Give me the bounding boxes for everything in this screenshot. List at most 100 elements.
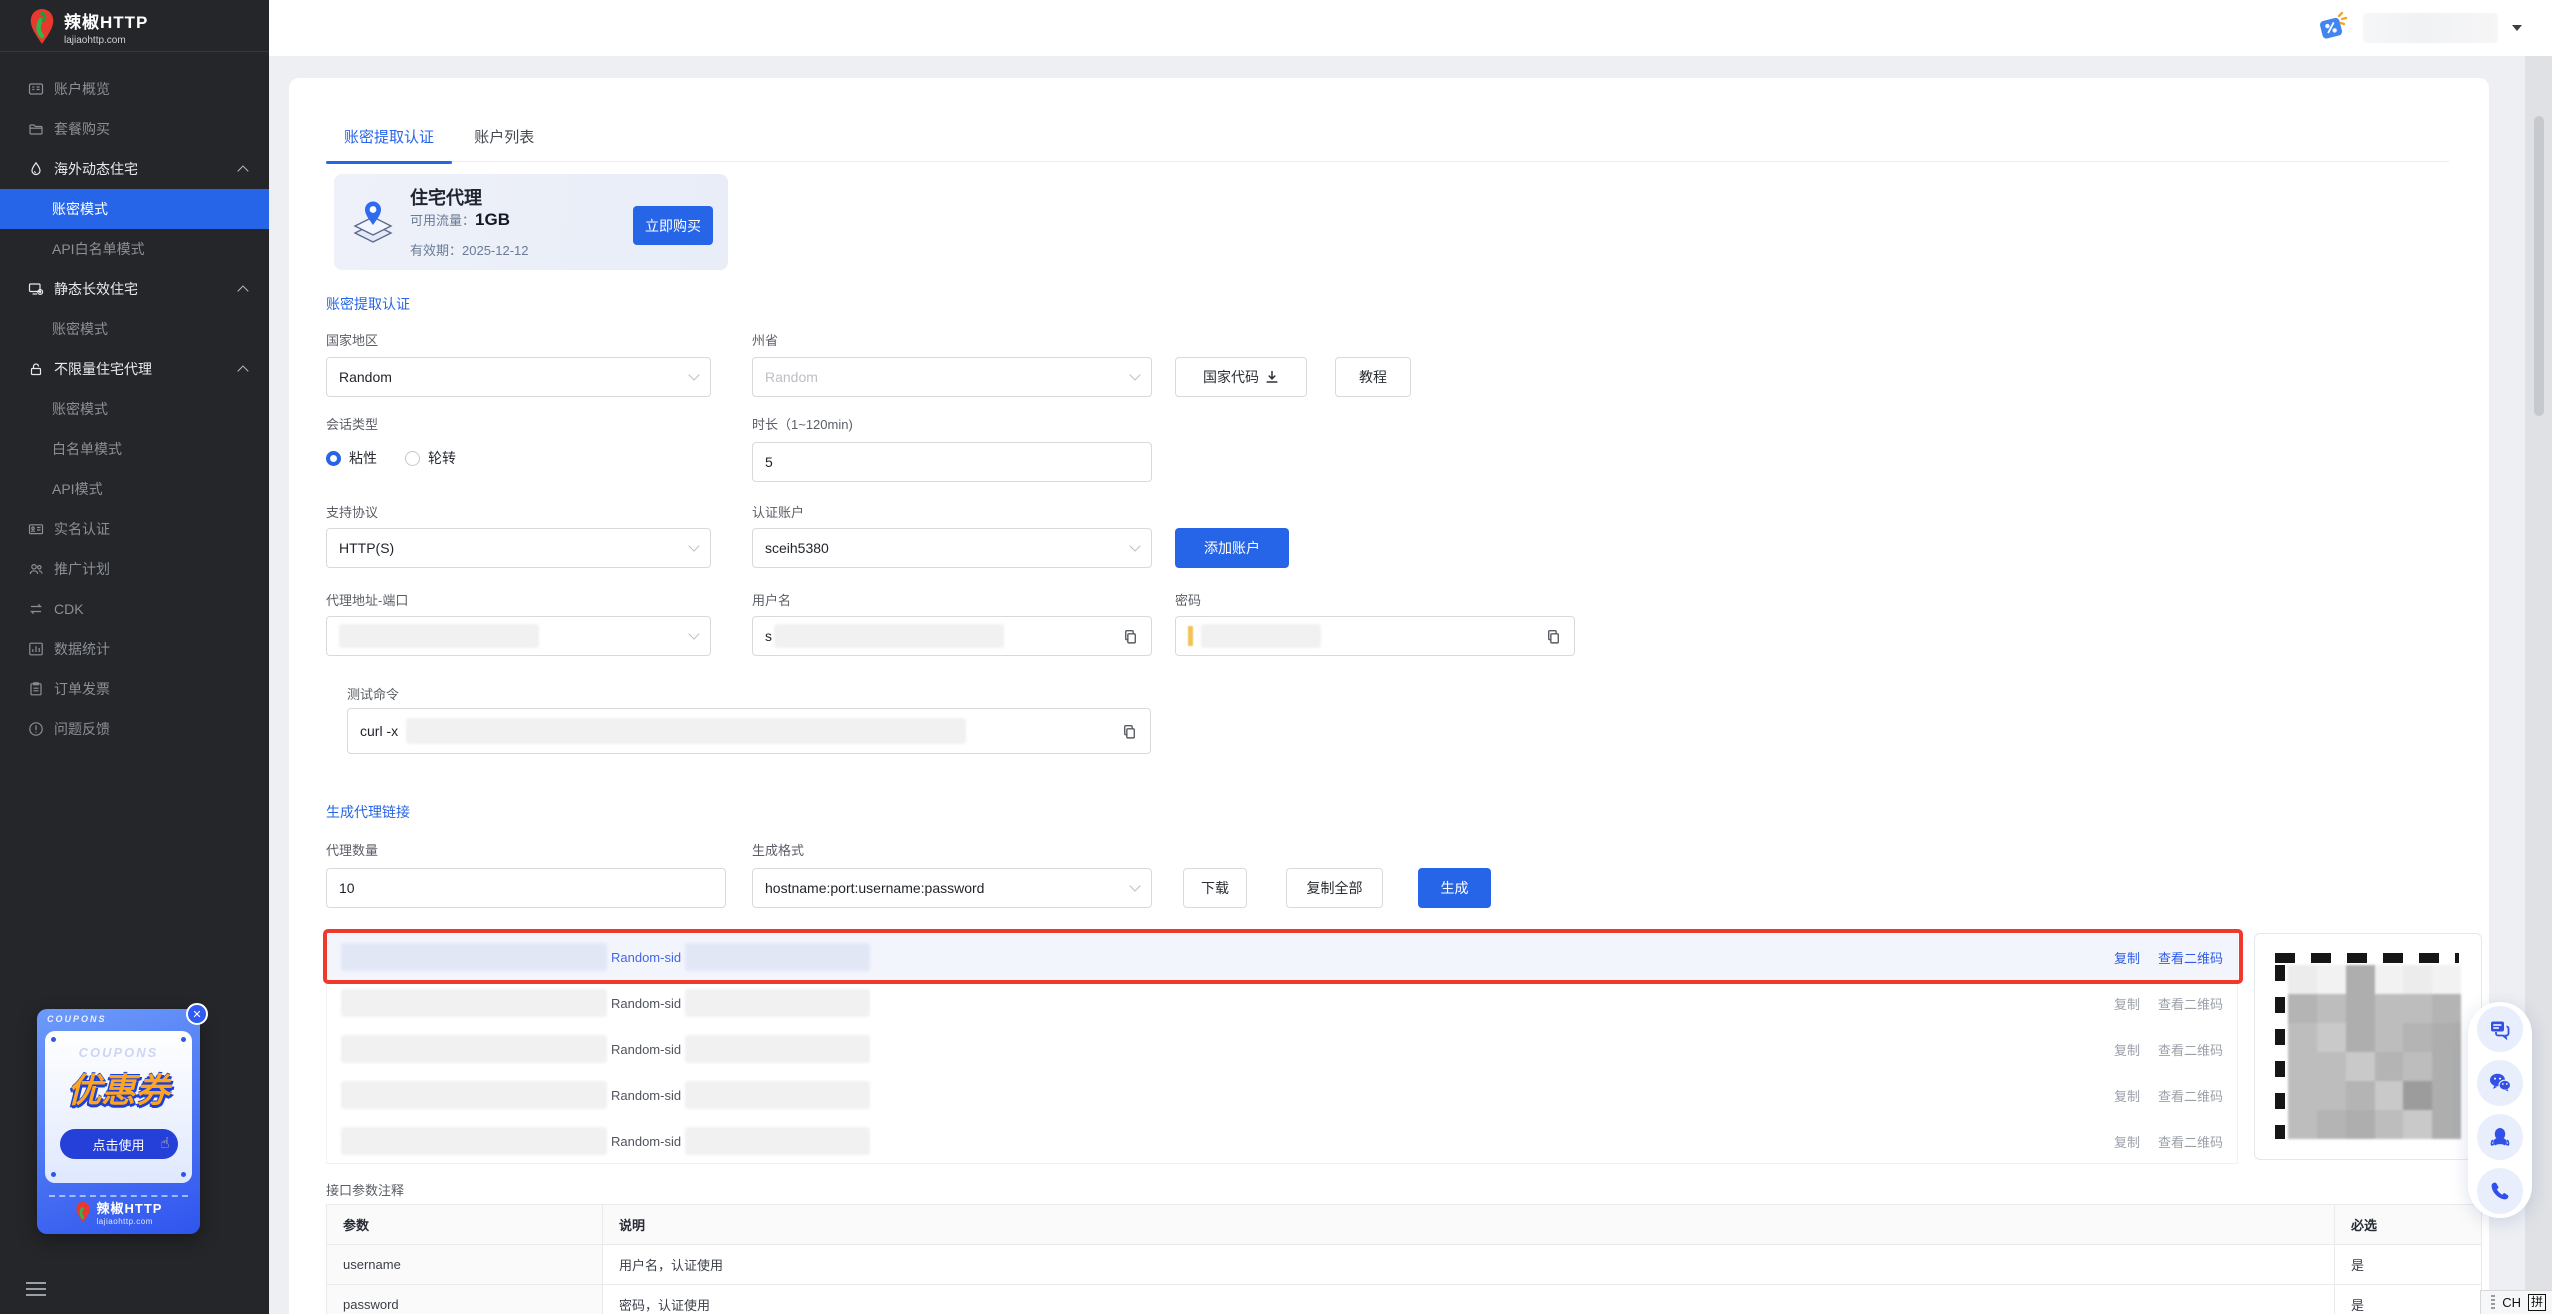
generate-button[interactable]: 生成 xyxy=(1418,868,1491,908)
use-coupon-button[interactable]: 点击使用 ☝ xyxy=(59,1129,178,1159)
online-chat-button[interactable] xyxy=(2477,1006,2523,1052)
coupon-panel: COUPONS 优惠券 点击使用 ☝ xyxy=(45,1031,192,1183)
copy-icon[interactable] xyxy=(1122,628,1139,645)
sidebar-item-api-mode[interactable]: API模式 xyxy=(52,481,103,497)
copy-link[interactable]: 复制 xyxy=(2113,950,2140,966)
copy-link[interactable]: 复制 xyxy=(2113,1088,2140,1104)
format-select[interactable]: hostname:port:username:password xyxy=(752,868,1152,908)
qq-button[interactable] xyxy=(2477,1114,2523,1160)
cursor-highlight xyxy=(1188,626,1193,646)
sidebar-item-real-name-auth[interactable]: 实名认证 xyxy=(0,509,269,549)
blurred-credentials xyxy=(685,943,871,971)
protocol-select[interactable]: HTTP(S) xyxy=(326,528,711,568)
tab-account-list[interactable]: 账户列表 xyxy=(474,129,535,146)
sidebar-item-cdk[interactable]: CDK xyxy=(0,589,269,629)
id-card-icon xyxy=(28,524,44,535)
blurred-host xyxy=(341,1127,607,1155)
state-select[interactable]: Random xyxy=(752,357,1152,397)
test-command-box[interactable]: curl -x xyxy=(347,708,1151,754)
sidebar-group-unlimited-residential[interactable]: 不限量住宅代理 xyxy=(0,349,269,389)
sidebar-item-package-purchase[interactable]: 套餐购买 xyxy=(0,109,269,149)
tab-credential-extract-auth[interactable]: 账密提取认证 xyxy=(326,116,453,164)
monitor-pin-icon xyxy=(28,283,44,296)
drag-handle-icon[interactable] xyxy=(2491,1294,2496,1311)
section-credential-extract-auth[interactable]: 账密提取认证 xyxy=(326,296,410,312)
wechat-button[interactable] xyxy=(2477,1060,2523,1106)
view-qrcode-link[interactable]: 查看二维码 xyxy=(2157,950,2223,966)
username-field[interactable]: s xyxy=(752,616,1152,656)
view-qrcode-link[interactable]: 查看二维码 xyxy=(2157,1042,2223,1058)
sidebar-item-api-whitelist-mode[interactable]: API白名单模式 xyxy=(52,241,145,257)
proxy-row[interactable]: Random-sid 复制 查看二维码 xyxy=(327,1026,2237,1072)
copy-link[interactable]: 复制 xyxy=(2113,996,2140,1012)
sidebar-group-overseas-dynamic[interactable]: 海外动态住宅 xyxy=(0,149,269,189)
tutorial-button[interactable]: 教程 xyxy=(1335,357,1411,397)
section-generate-proxy-links[interactable]: 生成代理链接 xyxy=(326,804,410,820)
tab-bar: 账密提取认证 账户列表 xyxy=(326,116,2449,164)
buy-now-button[interactable]: 立即购买 xyxy=(633,206,713,245)
ime-lang[interactable]: CH xyxy=(2502,1295,2521,1310)
close-icon[interactable]: ✕ xyxy=(186,1003,208,1025)
view-qrcode-link[interactable]: 查看二维码 xyxy=(2157,1088,2223,1104)
phone-button[interactable] xyxy=(2477,1168,2523,1214)
duration-input[interactable]: 5 xyxy=(752,442,1152,482)
copy-link[interactable]: 复制 xyxy=(2113,1134,2140,1150)
chevron-down-icon xyxy=(1129,540,1141,552)
proxy-row[interactable]: Random-sid 复制 查看二维码 xyxy=(327,1072,2237,1118)
sidebar-item-unlimited-credential-mode[interactable]: 账密模式 xyxy=(52,401,108,417)
contact-float-widget xyxy=(2468,1002,2532,1218)
copy-icon[interactable] xyxy=(1121,723,1138,740)
ime-pinyin[interactable]: 拼 xyxy=(2527,1294,2546,1311)
radio-rotating[interactable]: 轮转 xyxy=(405,448,456,468)
chevron-down-icon xyxy=(688,540,700,552)
proxy-row[interactable]: Random-sid 复制 查看二维码 xyxy=(327,980,2237,1026)
coupon-title: 优惠券 xyxy=(67,1072,170,1110)
sidebar-item-order-invoice[interactable]: 订单发票 xyxy=(0,669,269,709)
ticket-percent-icon[interactable] xyxy=(2315,11,2349,45)
auth-account-select[interactable]: sceih5380 xyxy=(752,528,1152,568)
view-qrcode-link[interactable]: 查看二维码 xyxy=(2157,996,2223,1012)
sidebar-item-static-credential-mode[interactable]: 账密模式 xyxy=(52,321,108,337)
country-code-button[interactable]: 国家代码 xyxy=(1175,357,1307,397)
sidebar-item-whitelist-mode[interactable]: 白名单模式 xyxy=(52,441,122,457)
proxy-address-select[interactable] xyxy=(326,616,711,656)
download-button[interactable]: 下载 xyxy=(1183,868,1247,908)
sidebar-group-static-residential[interactable]: 静态长效住宅 xyxy=(0,269,269,309)
radio-dot xyxy=(405,450,420,466)
sidebar-item-referral-plan[interactable]: 推广计划 xyxy=(0,549,269,589)
view-qrcode-link[interactable]: 查看二维码 xyxy=(2157,1134,2223,1150)
feedback-icon xyxy=(29,722,43,736)
copy-link[interactable]: 复制 xyxy=(2113,1042,2140,1058)
sidebar-item-feedback[interactable]: 问题反馈 xyxy=(0,709,269,749)
proxy-count-input[interactable]: 10 xyxy=(326,868,726,908)
blurred-credentials xyxy=(685,1127,871,1155)
download-icon xyxy=(1266,370,1278,383)
ime-indicator[interactable]: CH 拼 xyxy=(2480,1290,2552,1314)
sidebar-item-data-statistics[interactable]: 数据统计 xyxy=(0,629,269,669)
add-account-button[interactable]: 添加账户 xyxy=(1175,528,1289,568)
chevron-up-icon xyxy=(237,285,249,297)
scrollbar-thumb[interactable] xyxy=(2534,116,2544,416)
caret-down-icon[interactable] xyxy=(2512,25,2522,31)
qr-finder-marks xyxy=(2275,953,2459,963)
proxy-row[interactable]: Random-sid 复制 查看二维码 xyxy=(327,1118,2237,1164)
sidebar-item-account-overview[interactable]: 账户概览 xyxy=(0,69,269,109)
sidebar-item-credential-mode-active[interactable]: 账密模式 xyxy=(0,189,269,229)
account-name-blurred[interactable] xyxy=(2363,13,2498,43)
logo-separator xyxy=(0,51,269,52)
country-select[interactable]: Random xyxy=(326,357,711,397)
chevron-down-icon xyxy=(688,369,700,381)
copy-all-button[interactable]: 复制全部 xyxy=(1286,868,1383,908)
brand-title: 辣椒HTTP xyxy=(64,13,149,32)
password-field[interactable] xyxy=(1175,616,1575,656)
sidebar-collapse-button[interactable] xyxy=(26,1278,46,1300)
pointer-hand-icon: ☝ xyxy=(160,1134,170,1152)
people-icon xyxy=(29,564,43,575)
traffic-value: 1GB xyxy=(475,210,510,229)
qrcode-blurred xyxy=(2275,953,2463,1141)
copy-icon[interactable] xyxy=(1545,628,1562,645)
proxy-row-highlighted[interactable]: Random-sid 复制 查看二维码 xyxy=(323,929,2243,984)
radio-sticky[interactable]: 粘性 xyxy=(326,448,377,468)
radio-dot xyxy=(326,450,341,466)
